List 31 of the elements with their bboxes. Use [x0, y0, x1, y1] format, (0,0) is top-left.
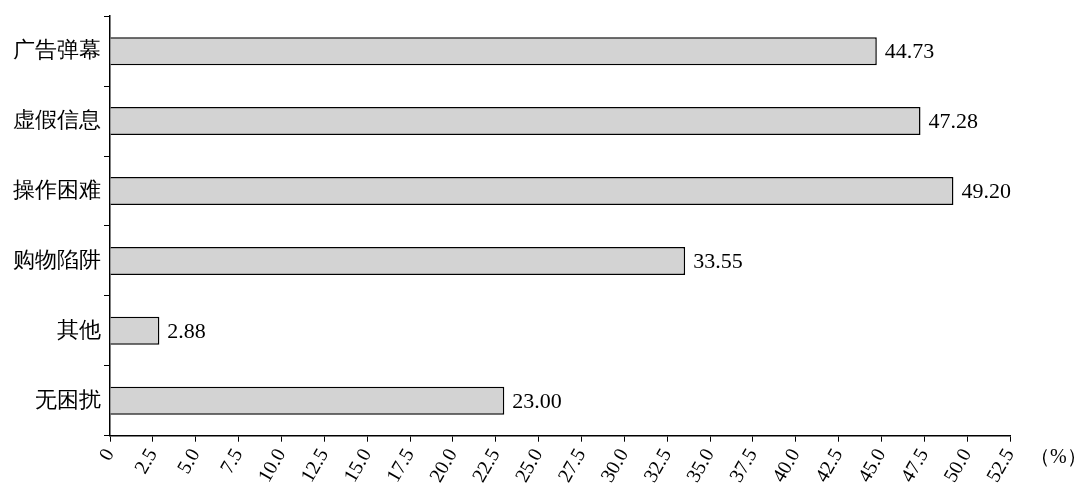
x-tick-label: 17.5	[381, 444, 419, 486]
x-tick-label: 5.0	[172, 444, 204, 477]
x-tick-label: 35.0	[681, 444, 719, 486]
data-label: 23.00	[512, 387, 562, 413]
x-tick-label: 42.5	[810, 444, 847, 486]
x-tick-label: 47.5	[895, 444, 933, 486]
data-label: 47.28	[928, 107, 979, 133]
x-tick-label: 20.0	[424, 444, 461, 486]
y-tick-label: 广告弹幕	[13, 36, 101, 62]
y-tick-label: 操作困难	[13, 176, 101, 202]
x-tick-label: 40.0	[767, 444, 804, 486]
data-label: 44.73	[884, 37, 935, 63]
y-tick-label: 购物陷阱	[13, 246, 101, 272]
x-tick-label: 50.0	[938, 444, 976, 486]
y-tick-label: 无困扰	[35, 386, 101, 412]
y-tick-label: 其他	[57, 316, 101, 342]
x-tick-label: 10.0	[252, 444, 290, 486]
x-tick-label: 0	[93, 444, 119, 464]
data-label: 49.20	[961, 177, 1011, 203]
x-tick-label: 15.0	[338, 444, 376, 486]
x-tick-label: 12.5	[295, 444, 333, 486]
x-tick-label: 52.5	[981, 444, 1019, 486]
x-tick-label: 30.0	[595, 444, 633, 486]
data-label: 33.55	[693, 247, 743, 273]
x-tick-label: 7.5	[215, 444, 247, 477]
x-tick-label: 2.5	[129, 444, 161, 477]
y-tick-label: 虚假信息	[13, 106, 101, 132]
x-tick-label: 25.0	[510, 444, 547, 486]
data-label: 2.88	[167, 317, 206, 343]
x-axis-title: （%）	[1030, 444, 1080, 467]
x-tick-label: 45.0	[852, 444, 890, 486]
